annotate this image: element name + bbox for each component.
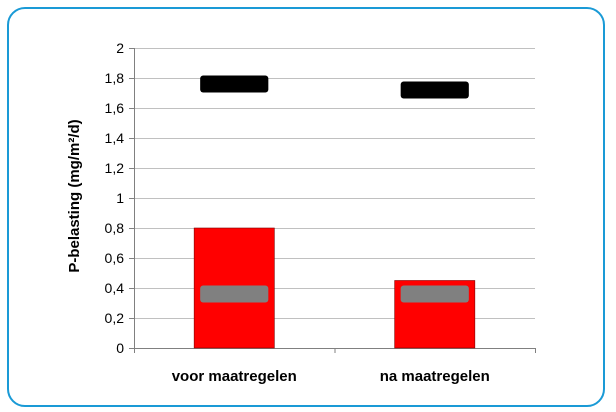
axes <box>129 48 536 353</box>
y-tick-label: 0 <box>116 340 124 356</box>
y-tick-label: 0,2 <box>105 310 125 326</box>
x-category-label: voor maatregelen <box>172 368 297 385</box>
y-tick-label: 2 <box>116 40 124 56</box>
y-tick-label: 0,6 <box>105 250 125 266</box>
markers <box>200 75 469 303</box>
range-marker <box>200 285 269 303</box>
range-marker <box>400 81 469 99</box>
y-tick-label: 0,4 <box>105 280 125 296</box>
y-tick-label: 1,8 <box>105 70 125 86</box>
y-tick-label: 0,8 <box>105 220 125 236</box>
y-tick-label: 1,2 <box>105 160 125 176</box>
y-tick-label: 1 <box>116 190 124 206</box>
range-marker <box>200 75 269 93</box>
x-category-label: na maatregelen <box>380 368 490 385</box>
y-tick-labels: 0 0,2 0,4 0,6 0,8 1 1,2 1,4 1,6 1,8 2 <box>105 40 125 356</box>
category-labels: voor maatregelen na maatregelen <box>172 368 490 385</box>
y-tick-label: 1,6 <box>105 100 125 116</box>
chart-frame <box>7 7 605 407</box>
y-tick-label: 1,4 <box>105 130 125 146</box>
y-axis-label: P-belasting (mg/m²/d) <box>66 119 83 272</box>
range-marker <box>400 285 469 303</box>
